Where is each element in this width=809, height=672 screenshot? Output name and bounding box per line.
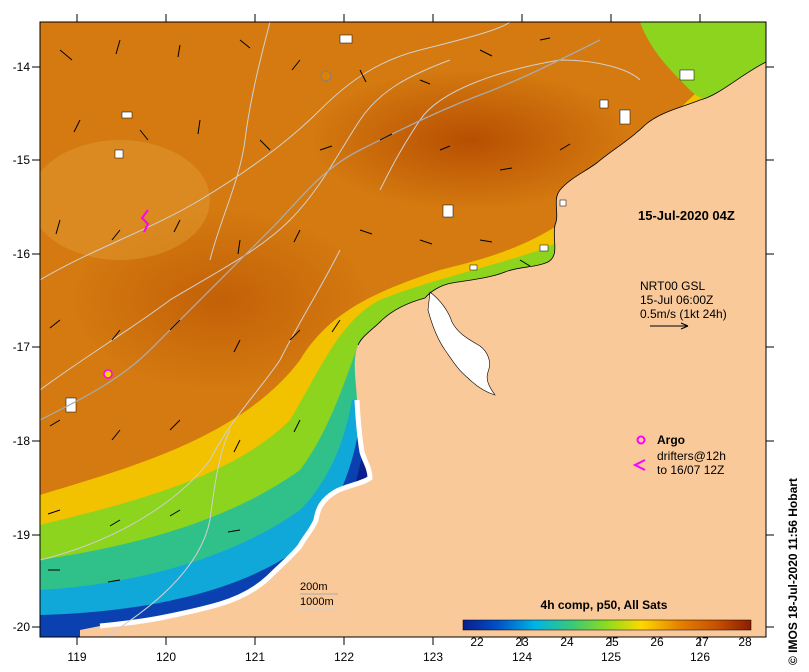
argo-marker-map	[103, 369, 113, 379]
coastline	[357, 61, 766, 346]
coastal-band	[99, 399, 373, 629]
drifter-legend-label-2: to 16/07 12Z	[657, 463, 724, 477]
lat-axis: -14 -15 -16 -17 -18 -19 -20	[13, 60, 774, 634]
lon-tick-label: 122	[334, 650, 354, 664]
argo-legend-label: Argo	[657, 433, 685, 447]
lon-axis: 119 120 121 122 123 124 125 126	[67, 14, 710, 664]
lon-tick-label: 126	[690, 650, 710, 664]
plot-frame	[39, 21, 767, 638]
argo-legend-icon	[636, 435, 646, 445]
depth-legend: 200m 1000m	[300, 581, 338, 610]
current-vectors	[47, 37, 571, 583]
colorbar-tick: 27	[695, 635, 709, 649]
colorbar: 4h comp, p50, All Sats 22 23 24 25 26 27…	[462, 598, 752, 649]
islands	[65, 34, 695, 413]
lat-tick-label: -19	[13, 528, 31, 542]
shelf-contour	[40, 39, 601, 421]
argo-marker-map-2	[320, 70, 332, 82]
lon-tick-label: 123	[423, 650, 443, 664]
bathymetry-contours	[40, 22, 641, 637]
drifter-track	[140, 209, 150, 233]
lat-tick-label: -15	[13, 153, 31, 167]
lon-tick-label: 120	[156, 650, 176, 664]
lat-tick-label: -20	[13, 620, 31, 634]
current-time-label: 15-Jul 06:00Z	[640, 293, 713, 307]
map-plot-area	[40, 22, 766, 637]
depth-label-1000: 1000m	[300, 596, 334, 608]
map-date-label: 15-Jul-2020 04Z	[638, 208, 735, 223]
lon-tick-label: 121	[245, 650, 265, 664]
colorbar-tick: 26	[650, 635, 664, 649]
colorbar-tick: 25	[605, 635, 619, 649]
lat-tick-label: -16	[13, 247, 31, 261]
colorbar-gradient	[462, 619, 752, 631]
marker-legend: Argo drifters@12h to 16/07 12Z	[632, 433, 726, 477]
warm-core	[310, 70, 630, 210]
current-scale-label: 0.5m/s (1kt 24h)	[640, 307, 727, 321]
lon-tick-label: 119	[67, 650, 86, 664]
king-sound	[427, 291, 496, 396]
drifter-legend-icon	[632, 459, 646, 471]
colorbar-tick: 22	[470, 635, 484, 649]
depth-label-200: 200m	[300, 581, 328, 593]
current-legend: NRT00 GSL 15-Jul 06:00Z 0.5m/s (1kt 24h)	[640, 279, 727, 330]
lighter-patch	[40, 140, 210, 260]
land-australia	[80, 62, 766, 637]
lon-tick-label: 125	[601, 650, 621, 664]
colorbar-tick: 28	[738, 635, 752, 649]
imos-credit: © IMOS 18-Jul-2020 11:56 Hobart	[786, 478, 800, 665]
lat-tick-label: -17	[13, 340, 31, 354]
drifter-legend-label-1: drifters@12h	[657, 449, 726, 463]
lat-tick-label: -18	[13, 434, 31, 448]
colorbar-tick: 24	[560, 635, 574, 649]
lon-tick-label: 124	[512, 650, 532, 664]
colorbar-title: 4h comp, p50, All Sats	[541, 598, 668, 612]
current-scale-arrowhead	[680, 322, 689, 330]
colorbar-tick: 23	[515, 635, 529, 649]
current-model-label: NRT00 GSL	[640, 279, 705, 293]
lat-tick-label: -14	[13, 60, 31, 74]
